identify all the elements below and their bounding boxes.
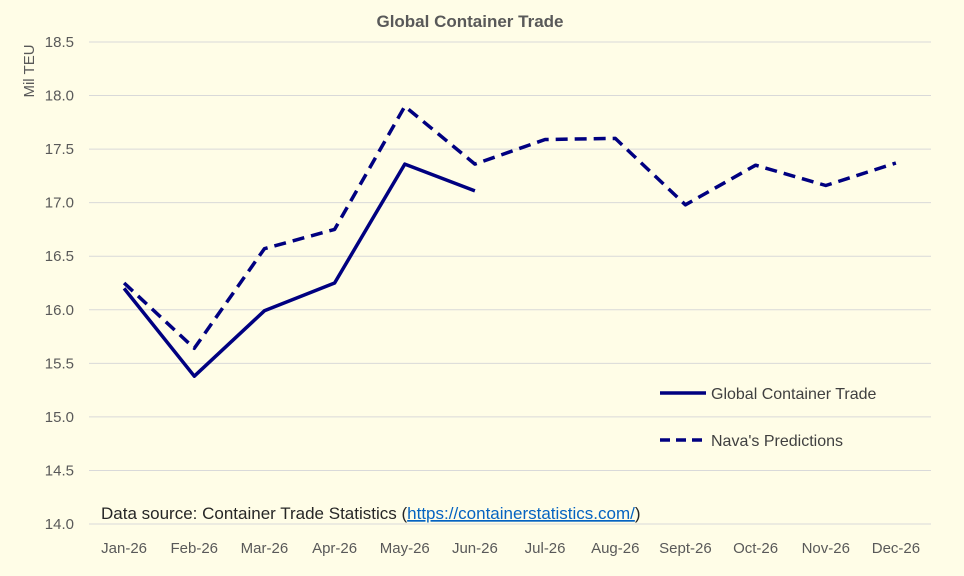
y-tick-label: 18.0 [45, 88, 74, 105]
y-tick-label: 15.5 [45, 355, 74, 372]
series-lines [122, 104, 897, 378]
y-tick-label: 14.0 [45, 516, 74, 533]
y-tick-label: 16.0 [45, 302, 74, 319]
legend: Global Container Trade Nava's Prediction… [660, 386, 877, 450]
y-tick-label: 16.5 [45, 248, 74, 265]
data-source-suffix: ) [635, 504, 641, 523]
legend-label-global-container-trade: Global Container Trade [711, 386, 877, 403]
data-source-prefix: Data source: Container Trade Statistics … [101, 504, 407, 523]
x-tick-label-oct-26: Oct-26 [733, 540, 778, 557]
x-axis-ticks: Jan-26 Feb-26 Mar-26 Apr-26 May-26 Jun-26 Jul-… [101, 540, 920, 557]
data-source-link[interactable]: https://containerstatistics.com/ [407, 504, 635, 523]
y-tick-label: 17.0 [45, 195, 74, 212]
series-line-global-container-trade [122, 162, 476, 378]
y-tick-label: 17.5 [45, 141, 74, 158]
x-tick-label-feb-26: Feb-26 [170, 540, 218, 557]
legend-label-navas-predictions: Nava's Predictions [711, 433, 843, 450]
y-axis-label: Mil TEU [21, 44, 38, 97]
x-tick-label-jun-26: Jun-26 [452, 540, 498, 557]
x-tick-label-nov-26: Nov-26 [802, 540, 850, 557]
y-tick-label: 14.5 [45, 462, 74, 479]
chart-title: Global Container Trade [376, 12, 563, 31]
series-line-nava-s-predictions [122, 104, 897, 351]
x-tick-label-aug-26: Aug-26 [591, 540, 639, 557]
gridlines [89, 41, 931, 525]
x-tick-label-jul-26: Jul-26 [525, 540, 566, 557]
x-tick-label-sept-26: Sept-26 [659, 540, 712, 557]
x-tick-label-mar-26: Mar-26 [241, 540, 289, 557]
x-tick-label-jan-26: Jan-26 [101, 540, 147, 557]
data-source-annotation: Data source: Container Trade Statistics … [101, 504, 641, 523]
x-tick-label-apr-26: Apr-26 [312, 540, 357, 557]
y-axis-ticks: 14.0 14.5 15.0 15.5 16.0 16.5 17.0 17.5 18.0 18.5 [45, 34, 74, 533]
y-tick-label: 18.5 [45, 34, 74, 51]
x-tick-label-may-26: May-26 [380, 540, 430, 557]
x-tick-label-dec-26: Dec-26 [872, 540, 920, 557]
y-tick-label: 15.0 [45, 409, 74, 426]
